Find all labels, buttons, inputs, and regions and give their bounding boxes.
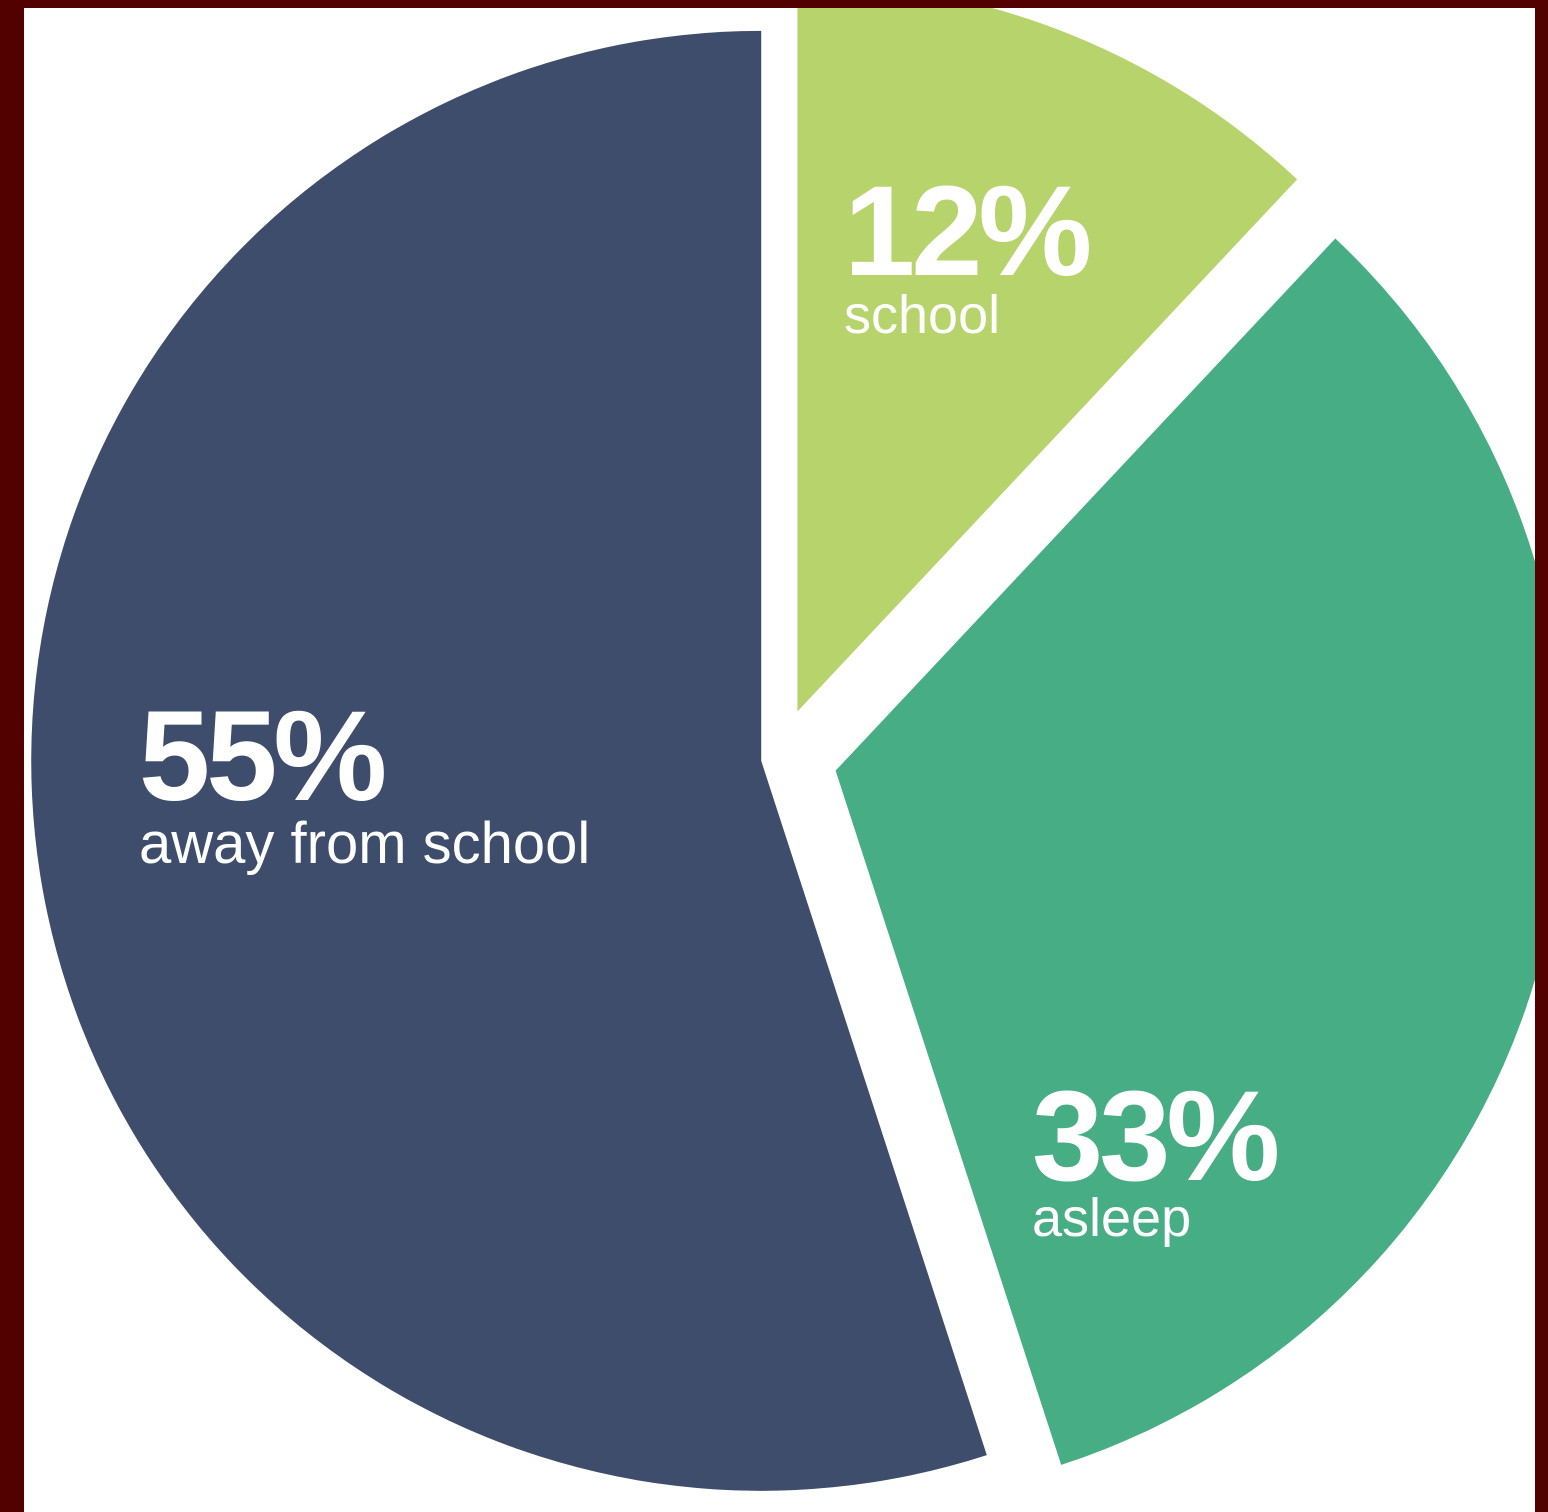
- pie-chart: [31, 8, 1535, 1491]
- pie-slice-away-from-school: [31, 30, 987, 1491]
- slice-label-school: 12% school: [844, 160, 1092, 345]
- slice-category-label: asleep: [1032, 1188, 1192, 1248]
- slice-label-asleep: 33% asleep: [1032, 1065, 1280, 1248]
- slice-label-away-from-school: 55% away from school: [139, 693, 590, 873]
- slice-category-label: school: [844, 285, 1001, 345]
- slice-value-label: 12%: [844, 160, 1092, 303]
- pie-slice-school: [797, 8, 1298, 712]
- slice-value-label: 55%: [139, 685, 387, 828]
- pie-slice-asleep: [835, 238, 1535, 1465]
- chart-canvas: 55% away from school 12% school 33% asle…: [24, 8, 1535, 1512]
- slice-category-label: away from school: [139, 811, 591, 876]
- slice-value-label: 33%: [1032, 1065, 1280, 1208]
